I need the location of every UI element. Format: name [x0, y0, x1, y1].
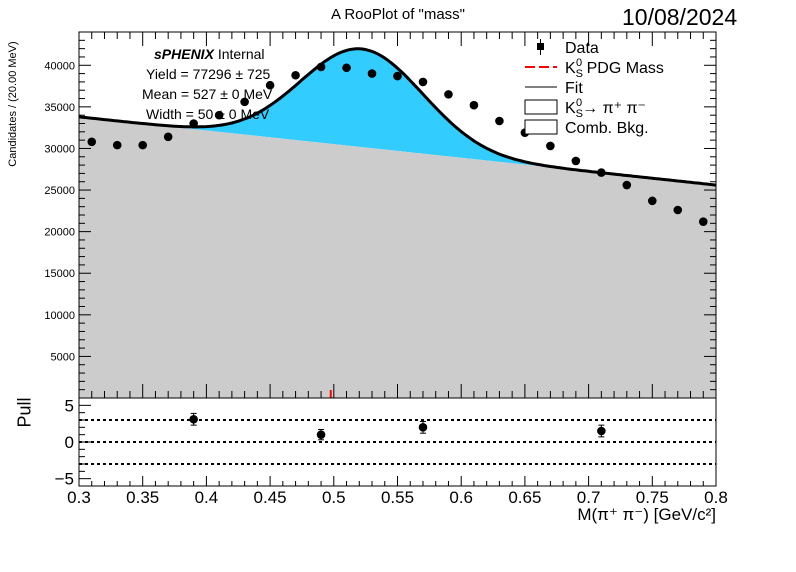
data-point: [189, 119, 198, 128]
y-axis-label: Candidates / (20.00 MeV): [7, 41, 19, 167]
data-point: [367, 69, 377, 78]
x-tick-label: 0.3: [67, 488, 91, 507]
data-point: [673, 205, 683, 215]
y-tick-label: 40000: [44, 60, 75, 72]
annotation-experiment: sPHENIX Internal: [154, 46, 265, 62]
legend-box: [524, 99, 558, 115]
data-point: [648, 196, 657, 206]
x-tick-label: 0.65: [508, 488, 541, 507]
pull-point: [316, 430, 326, 439]
x-axis-label: M(π⁺ π⁻) [GeV/c²]: [577, 505, 716, 524]
pull-y-tick-label: −5: [55, 470, 74, 489]
main-plot-layer: 5000 10000 15000 20000 25000 30000 35000 40000 D…: [44, 31, 717, 399]
data-point: [418, 77, 428, 87]
x-tick-label: 0.6: [449, 488, 473, 507]
annotation-yield: Yield = 77296 ± 725: [146, 66, 271, 82]
fit-curve: [78, 47, 717, 187]
y-tick-label: 35000: [44, 102, 75, 114]
pull-point: [418, 423, 428, 432]
data-point: [316, 62, 326, 72]
y-tick-label: 30000: [44, 143, 75, 155]
legend-label: KS0 PDG Mass: [565, 57, 664, 80]
x-tick-label: 0.5: [322, 488, 346, 507]
data-point: [138, 140, 147, 150]
legend-label: Fit: [565, 80, 583, 97]
data-point: [265, 80, 275, 90]
y-tick-label: 5000: [51, 351, 75, 363]
data-point: [546, 141, 555, 151]
legend-label: Comb. Bkg.: [565, 120, 649, 137]
data-point: [571, 156, 581, 166]
data-point: [87, 137, 97, 147]
pull-axis-label: Pull: [14, 397, 35, 428]
data-point: [393, 71, 402, 81]
legend-label: Data: [565, 40, 599, 57]
y-tick-label: 20000: [44, 227, 75, 239]
y-tick-label: 25000: [44, 185, 75, 197]
data-point: [112, 140, 122, 150]
data-point: [444, 90, 453, 99]
data-point: [469, 100, 479, 110]
data-point: [240, 97, 249, 107]
experiment-status: Internal: [217, 46, 265, 62]
date-label: 10/08/2024: [622, 4, 738, 30]
pull-point: [597, 426, 606, 436]
chart-title: A RooPlot of "mass": [330, 6, 466, 23]
data-point: [495, 116, 504, 126]
x-tick-label: 0.4: [195, 488, 219, 507]
pull-plot-layer: 5 0 −50.3 0.35 0.4 0.45 0.5 0.55 0.6 0.65 0.7 0.75 0…: [55, 396, 728, 507]
data-point: [622, 180, 632, 190]
x-tick-label: 0.55: [381, 488, 414, 507]
x-tick-label: 0.35: [126, 488, 159, 507]
data-point: [163, 132, 173, 142]
pull-y-tick-label: 0: [65, 433, 74, 452]
annotation-width: Width = 50 ± 0 MeV: [146, 106, 270, 122]
signal-component-area: [79, 48, 716, 186]
data-point: [214, 110, 224, 120]
y-tick-label: 10000: [44, 310, 75, 322]
annotation-mean: Mean = 527 ± 0 MeV: [142, 86, 273, 102]
data-point: [342, 63, 351, 73]
experiment-name: sPHENIX: [154, 46, 214, 62]
background-component-area: [79, 116, 716, 399]
legend-box: [524, 119, 558, 135]
x-tick-label: 0.45: [254, 488, 287, 507]
data-point: [291, 70, 300, 80]
x-tick-label: 0.7: [577, 488, 601, 507]
data-point: [698, 217, 708, 226]
legend-label: KS0→ π⁺ π⁻: [565, 97, 646, 120]
x-tick-label: 0.75: [636, 488, 669, 507]
pull-point: [189, 414, 198, 424]
data-point: [597, 168, 606, 177]
x-tick-label: 0.8: [704, 488, 728, 507]
pull-y-tick-label: 5: [65, 396, 74, 415]
y-tick-label: 15000: [44, 268, 75, 280]
